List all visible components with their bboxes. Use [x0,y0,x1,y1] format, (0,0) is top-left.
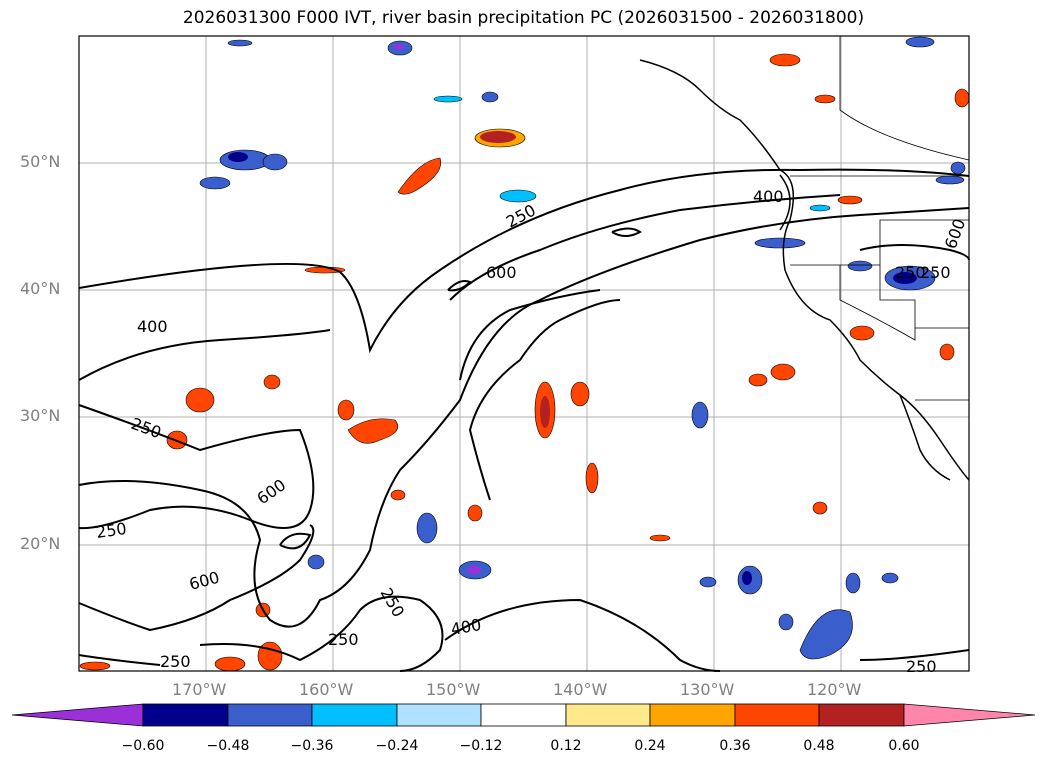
contour-label: 250 [328,630,359,649]
colorbar-tick-label: 0.48 [803,738,835,754]
colorbar-tick-label: −0.48 [206,738,250,754]
lon-label: 140°W [553,680,608,699]
gridlines [79,36,969,671]
colorbar-tick-label: 0.24 [634,738,666,754]
positive-anomaly-blobs [79,53,970,672]
lon-label: 130°W [680,680,735,699]
lat-label: 20°N [20,534,61,553]
state-borders [790,36,970,401]
map-frame [78,35,970,672]
contour-label: 250 [920,263,951,282]
colorbar-extend-low [11,703,144,727]
map-title: 2026031300 F000 IVT, river basin precipi… [182,8,865,28]
negative-anomaly-blobs [199,36,966,660]
lat-label: 30°N [20,406,61,425]
lat-label: 50°N [20,152,61,171]
contour-label: 250 [906,657,937,676]
colorbar-extend-high [903,703,1036,727]
colorbar-tick-label: −0.12 [459,738,503,754]
contour-label: 400 [137,317,168,336]
colorbar-tick-label: −0.60 [121,738,165,754]
contour-label: 250 [895,263,926,282]
contour-label: 250 [160,652,191,671]
lon-label: 120°W [807,680,862,699]
colorbar-tick-label: 0.12 [550,738,582,754]
colorbar-tick-label: 0.36 [719,738,751,754]
colorbar-tick-label: −0.36 [290,738,334,754]
lon-label: 160°W [299,680,354,699]
contour-label: 400 [753,187,784,206]
ivt-contours [78,168,970,672]
lon-label: 150°W [426,680,481,699]
coastline [639,59,970,481]
contour-label: 600 [486,263,517,282]
lon-label: 170°W [172,680,227,699]
colorbar [11,703,1036,727]
colorbar-tick-label: −0.24 [375,738,419,754]
colorbar-tick-label: 0.60 [888,738,920,754]
lat-label: 40°N [20,279,61,298]
contour-label: 250 [95,519,128,542]
